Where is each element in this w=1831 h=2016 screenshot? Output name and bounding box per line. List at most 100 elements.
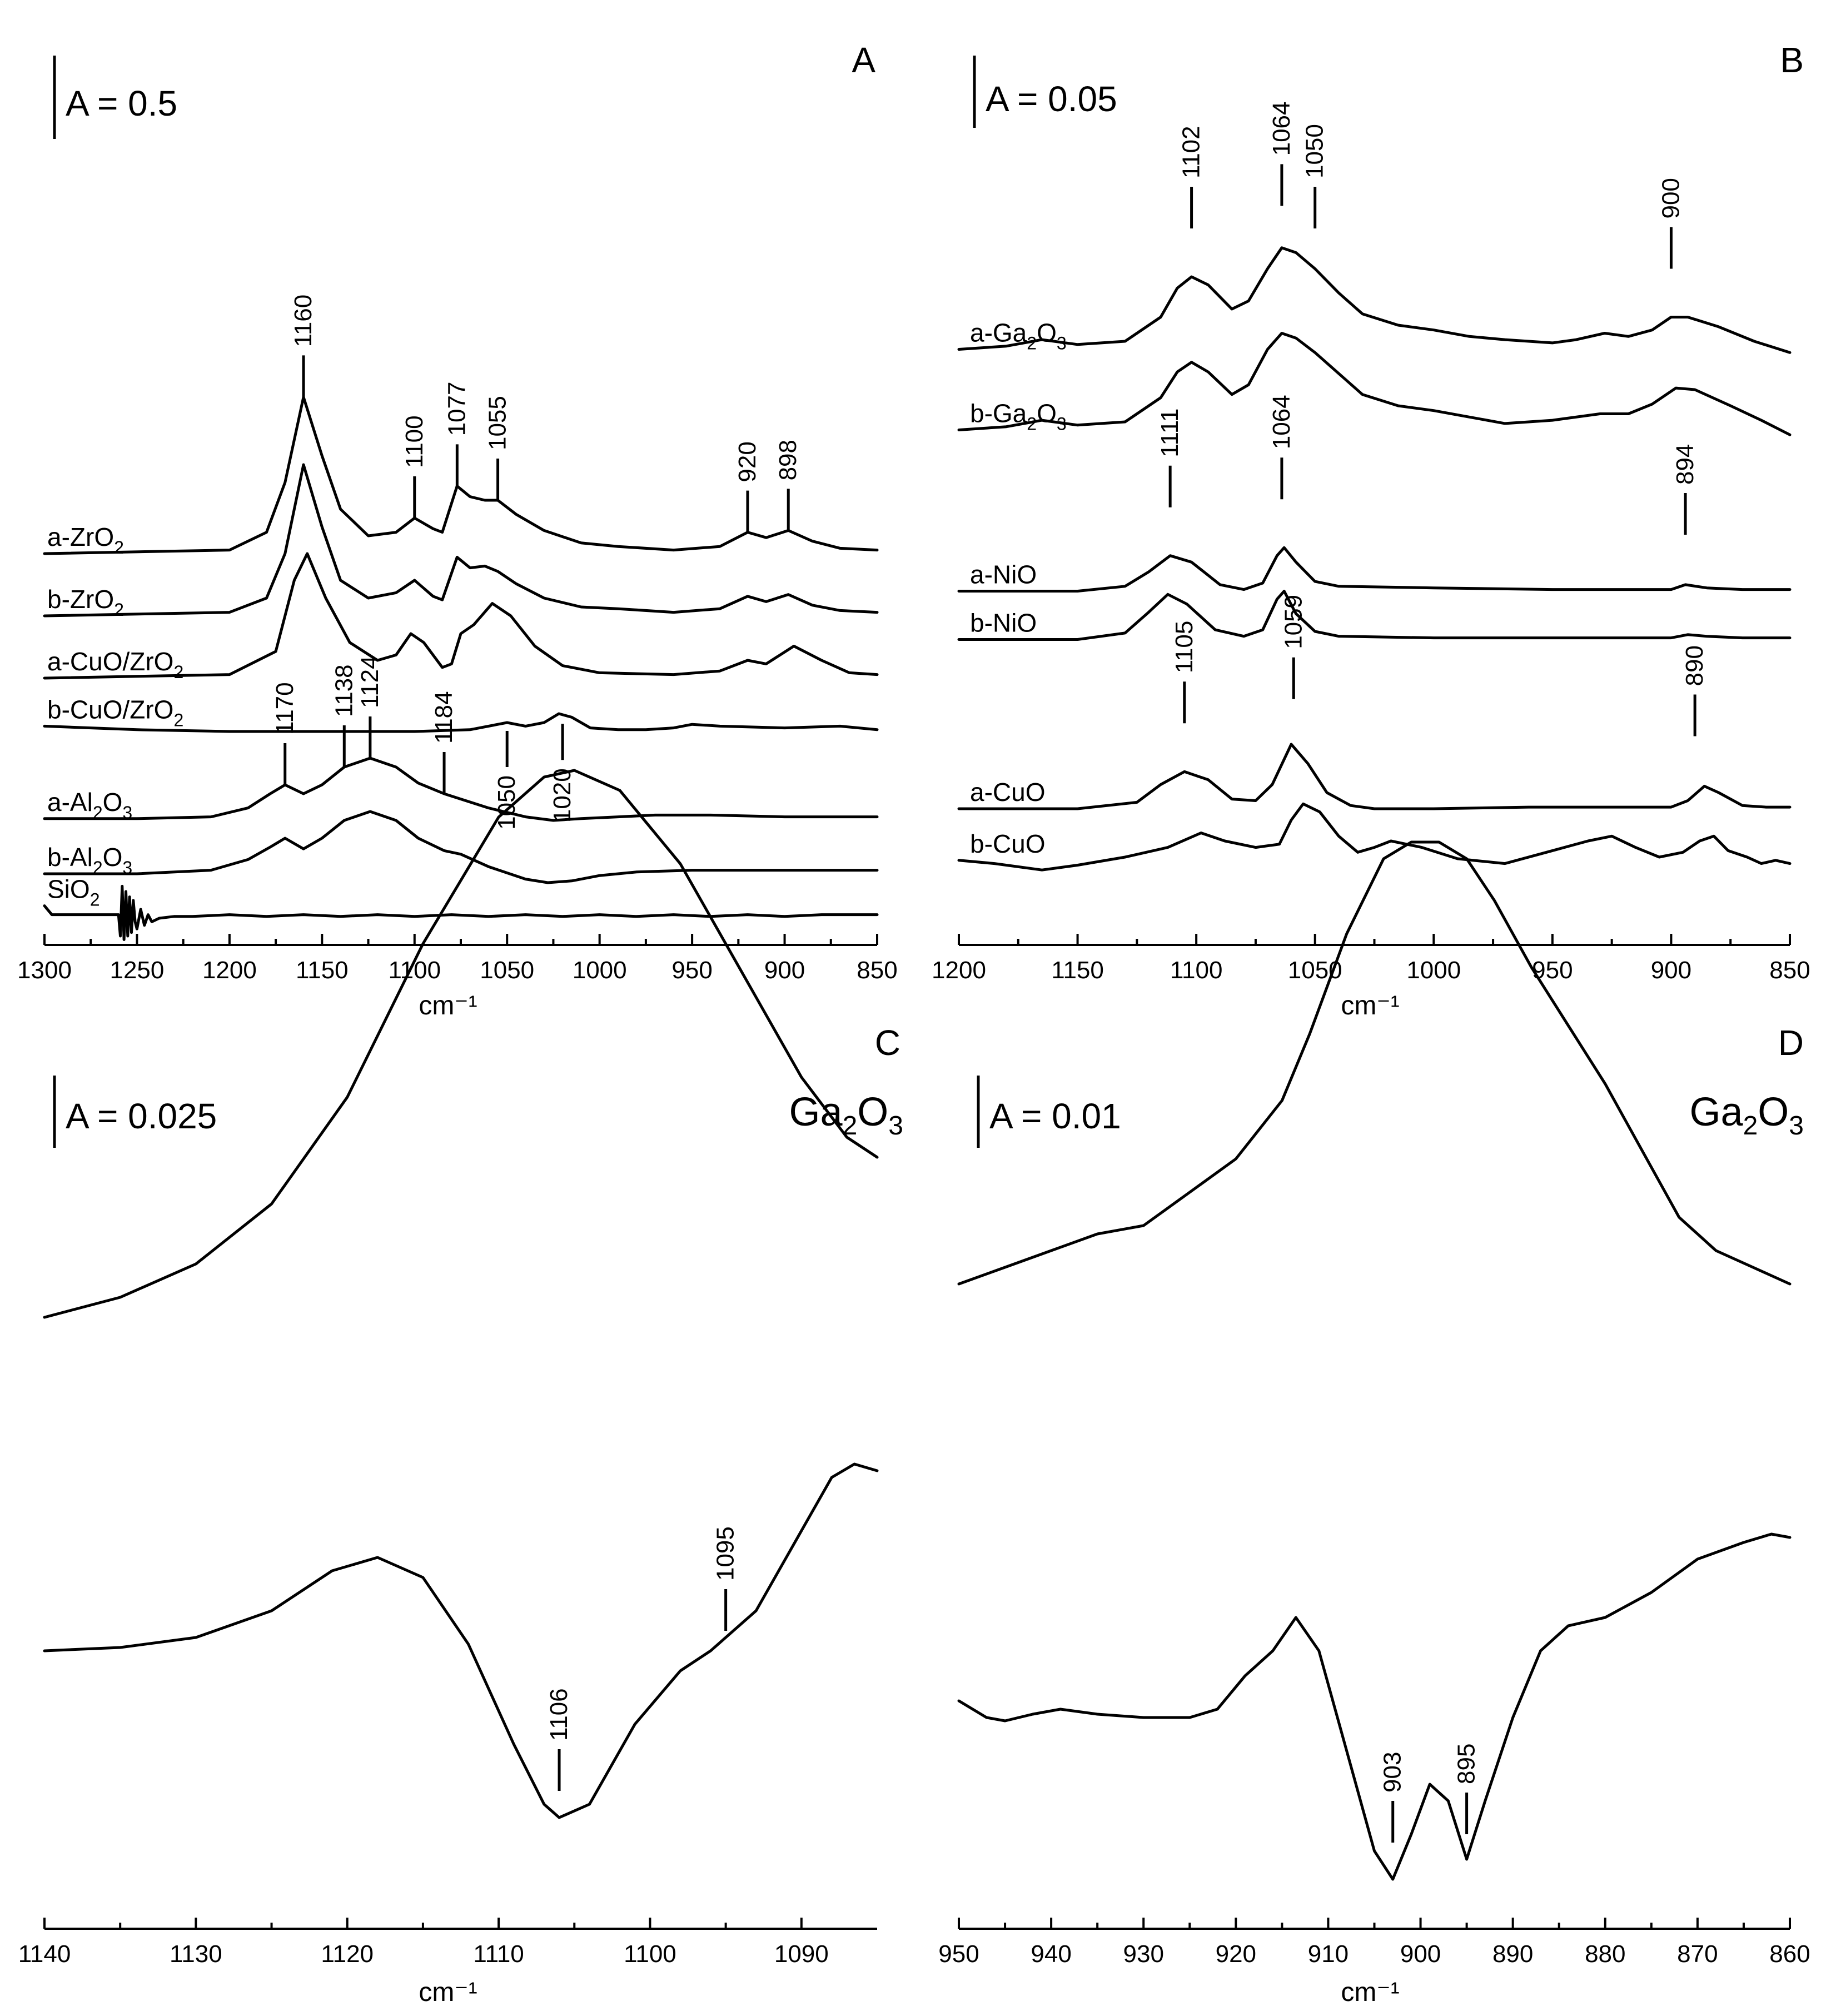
series-label-part: 2 (1027, 414, 1037, 434)
peak-label: 1111 (1156, 409, 1183, 457)
x-axis-label-d: cm⁻¹ (1341, 1978, 1399, 2007)
peak-label: 1064 (1268, 102, 1295, 156)
trace-b-ga2o3 (957, 332, 1792, 436)
series-label-part: 2 (93, 803, 103, 823)
series-label: b-Ga2O3 (970, 399, 1067, 434)
x-tick-label: 910 (1308, 1940, 1349, 1968)
peak-label: 1138 (330, 664, 357, 717)
x-tick-label: 1120 (321, 1940, 374, 1968)
x-tick-label: 900 (1651, 957, 1691, 984)
x-tick-label: 900 (764, 957, 805, 984)
peak-label: 898 (774, 440, 802, 480)
series-label-part: 3 (122, 803, 132, 823)
peak-label: 1059 (1280, 595, 1307, 649)
series-label-part: 2 (93, 858, 103, 878)
peak-label: 1105 (1171, 621, 1198, 674)
x-tick-label: 1000 (1406, 957, 1461, 984)
series-label: a-CuO (970, 778, 1045, 807)
compound-c-mid: O (857, 1090, 888, 1134)
peak-label: 1064 (1268, 395, 1295, 449)
trace-a-al2o3 (43, 756, 879, 822)
series-label: a-CuO/ZrO2 (47, 647, 183, 682)
series-label-part: O (103, 843, 123, 872)
x-tick-label: 860 (1769, 1940, 1810, 1968)
x-tick-label: 1100 (1170, 957, 1223, 984)
series-label-part: b-Ga (970, 399, 1027, 428)
series-label-part: 2 (1027, 333, 1037, 354)
series-label-part: a-NiO (970, 560, 1037, 589)
peak-label: 1102 (1178, 126, 1205, 178)
x-tick-label: 1140 (18, 1940, 71, 1968)
series-label-part: b-Al (47, 843, 93, 872)
series-label-part: a-Al (47, 788, 93, 817)
trace-sio2 (43, 884, 879, 941)
peak-label: 1055 (484, 396, 511, 450)
series-label-part: O (1037, 318, 1057, 347)
scale-label-d: A = 0.01 (989, 1096, 1121, 1136)
x-tick-label: 950 (671, 957, 712, 984)
peak-label: 1124 (356, 655, 384, 708)
x-tick-label: 880 (1585, 1940, 1625, 1968)
markers-c: 1106 1095 (545, 1526, 739, 1791)
x-tick-label: 1100 (624, 1940, 676, 1968)
x-tick-label: 930 (1123, 1940, 1164, 1968)
trace-b-cuo-zro2 (43, 712, 879, 733)
series-labels-a: a-ZrO2b-ZrO2a-CuO/ZrO2b-CuO/ZrO2a-Al2O3b… (47, 522, 183, 910)
series-label-part: 2 (173, 710, 183, 730)
series-label-part: 2 (114, 600, 124, 620)
x-tick-label: 900 (1400, 1940, 1441, 1968)
x-tick-label: 1150 (296, 957, 349, 984)
compound-label-d: Ga2O3 (1690, 1090, 1804, 1141)
trace-a-cuo-zro2 (43, 552, 879, 680)
series-label: a-Ga2O3 (970, 318, 1067, 354)
series-label-part: O (103, 788, 123, 817)
traces-a (43, 395, 879, 941)
x-tick-label: 850 (1769, 957, 1810, 984)
peak-label: 894 (1671, 444, 1699, 485)
traces-d (957, 840, 1792, 1881)
series-label-part: a-CuO (970, 778, 1045, 807)
series-label: b-ZrO2 (47, 585, 124, 620)
peak-label: 900 (1657, 178, 1684, 218)
series-label: b-CuO (970, 829, 1045, 858)
series-label-part: O (1037, 399, 1057, 428)
scale-label-a: A = 0.5 (66, 83, 177, 123)
series-label-part: a-ZrO (47, 522, 114, 551)
x-tick-label: 870 (1677, 1940, 1718, 1968)
x-axis-label-b: cm⁻¹ (1341, 991, 1399, 1021)
peak-label: 1095 (712, 1526, 739, 1581)
x-tick-label: 950 (938, 1940, 979, 1968)
peak-label: 1106 (545, 1688, 573, 1741)
panel-d: D A = 0.01 Ga2O3 903 895 950 940 930 920 910 9… (938, 840, 1810, 2007)
series-label: a-Al2O3 (47, 788, 132, 823)
x-tick-label: 1300 (17, 957, 72, 984)
x-axis-label-a: cm⁻¹ (419, 991, 477, 1021)
trace-b-nio (957, 590, 1792, 641)
series-label: a-NiO (970, 560, 1037, 589)
series-label-part: 2 (173, 662, 183, 682)
panel-letter-c: C (875, 1023, 900, 1063)
peak-label: 1100 (401, 415, 428, 468)
series-label-part: a-Ga (970, 318, 1027, 347)
compound-d-mid: O (1758, 1090, 1789, 1134)
peak-label: 903 (1379, 1752, 1406, 1793)
x-axis-d: 950 940 930 920 910 900 890 880 870 860 (938, 1918, 1810, 1968)
series-label-part: 3 (1057, 333, 1067, 354)
series-label: a-ZrO2 (47, 522, 124, 557)
x-tick-label: 1090 (774, 1940, 829, 1968)
series-label-part: 3 (122, 858, 132, 878)
markers-d: 903 895 (1379, 1744, 1480, 1843)
x-tick-label: 920 (1216, 1940, 1256, 1968)
trace-second-derivative (957, 1532, 1792, 1881)
x-tick-label: 1200 (932, 957, 986, 984)
series-label-part: a-CuO/ZrO (47, 647, 173, 676)
compound-label-c: Ga2O3 (789, 1090, 903, 1141)
series-label-part: 2 (114, 537, 124, 557)
x-tick-label: 1050 (480, 957, 534, 984)
scale-label-b: A = 0.05 (986, 79, 1117, 119)
